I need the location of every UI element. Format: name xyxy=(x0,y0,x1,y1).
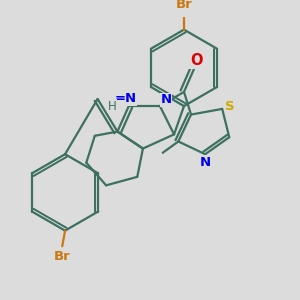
Text: S: S xyxy=(225,100,235,113)
Text: N: N xyxy=(160,93,172,106)
Text: N: N xyxy=(200,156,211,169)
Text: Br: Br xyxy=(176,0,192,11)
Text: O: O xyxy=(190,53,203,68)
Text: H: H xyxy=(107,100,116,112)
Text: =N: =N xyxy=(114,92,136,106)
Text: Br: Br xyxy=(53,250,70,262)
